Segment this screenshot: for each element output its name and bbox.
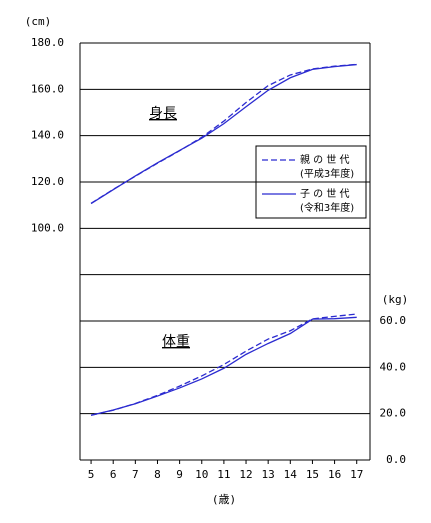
x-tick-label: 15 bbox=[306, 468, 319, 481]
x-axis-label: (歳) bbox=[212, 493, 236, 506]
x-tick-label: 13 bbox=[262, 468, 275, 481]
y-tick-label: 120.0 bbox=[31, 175, 64, 188]
legend-label: 子 の 世 代 bbox=[300, 188, 350, 200]
data-line bbox=[90, 313, 357, 416]
data-line bbox=[90, 63, 357, 205]
y2-axis-label: (kg) bbox=[382, 293, 409, 306]
x-tick-label: 12 bbox=[239, 468, 252, 481]
y2-tick-label: 20.0 bbox=[380, 407, 407, 420]
legend-note: (令和3年度) bbox=[300, 201, 354, 214]
data-line bbox=[90, 63, 357, 204]
x-tick-label: 8 bbox=[154, 468, 161, 481]
y-tick-label: 100.0 bbox=[31, 221, 64, 234]
legend-note: (平成3年度) bbox=[300, 167, 354, 180]
y-tick-label: 140.0 bbox=[31, 129, 64, 142]
y-tick-label: 160.0 bbox=[31, 82, 64, 95]
y2-tick-label: 0.0 bbox=[386, 453, 406, 466]
annotation: 身長 bbox=[149, 106, 177, 122]
y-axis-label: (cm) bbox=[25, 15, 52, 28]
y-tick-label: 180.0 bbox=[31, 36, 64, 49]
x-tick-label: 6 bbox=[110, 468, 117, 481]
y2-tick-label: 40.0 bbox=[380, 360, 407, 373]
legend-label: 親 の 世 代 bbox=[300, 153, 350, 166]
x-tick-label: 11 bbox=[217, 468, 230, 481]
x-tick-label: 5 bbox=[88, 468, 95, 481]
data-line bbox=[90, 316, 357, 416]
x-tick-label: 7 bbox=[132, 468, 139, 481]
x-tick-label: 14 bbox=[284, 468, 298, 481]
x-tick-label: 17 bbox=[350, 468, 363, 481]
x-tick-label: 9 bbox=[176, 468, 183, 481]
x-tick-label: 16 bbox=[328, 468, 341, 481]
annotation: 体重 bbox=[162, 334, 190, 350]
x-tick-label: 10 bbox=[195, 468, 208, 481]
y2-tick-label: 60.0 bbox=[380, 314, 407, 327]
